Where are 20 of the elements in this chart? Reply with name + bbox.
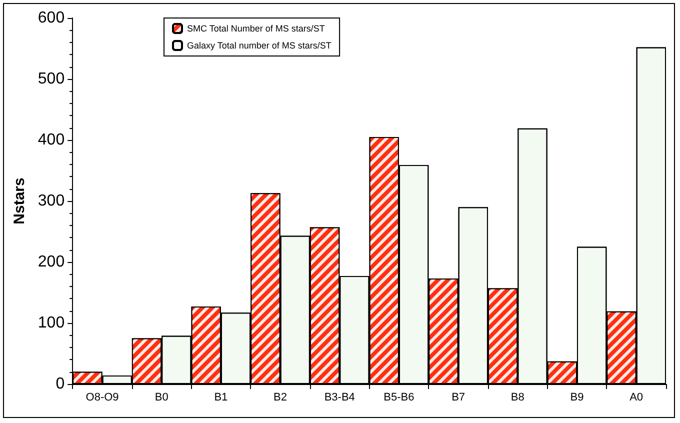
x-tick-label: B0 [154, 392, 168, 404]
y-tick-label: 400 [38, 132, 65, 148]
legend-label: SMC Total Number of MS stars/ST [187, 24, 326, 34]
y-axis-title: Nstars [11, 178, 28, 224]
y-tick-label: 500 [38, 70, 65, 88]
x-tick-label: B5-B6 [384, 392, 414, 404]
x-tick-label: B1 [214, 392, 228, 404]
x-tick-label: B8 [510, 392, 524, 404]
x-tick-label: B7 [452, 392, 466, 404]
y-tick-label: 100 [38, 314, 65, 332]
legend-label: Galaxy Total number of MS stars/ST [187, 40, 332, 50]
x-tick-label: B9 [570, 392, 584, 404]
y-tick-label: 0 [56, 376, 65, 392]
y-tick-label: 300 [38, 192, 65, 210]
x-tick-label: A0 [630, 392, 644, 404]
y-tick-label: 200 [38, 254, 65, 270]
x-tick-label: B2 [274, 392, 288, 404]
x-tick-label: O8-O9 [86, 392, 119, 404]
y-tick-label: 600 [38, 10, 65, 26]
x-tick-label: B3-B4 [324, 392, 355, 404]
